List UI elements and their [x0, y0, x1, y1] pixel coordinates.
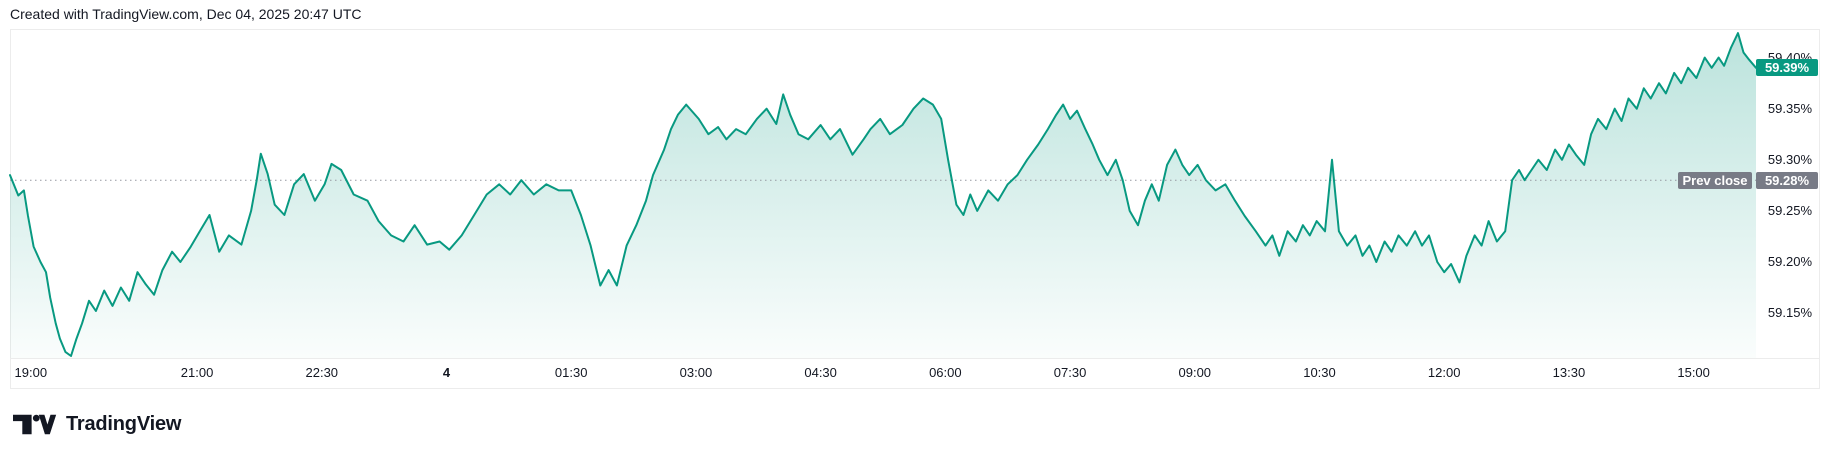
area-fill: [10, 33, 1756, 358]
price-tick-label: 59.15%: [1767, 305, 1812, 321]
time-tick-label: 10:30: [1303, 365, 1336, 380]
time-tick-label: 19:00: [14, 365, 48, 380]
time-tick-label: 4: [442, 365, 451, 380]
attribution-link[interactable]: Created with TradingView.com, Dec 04, 20…: [10, 6, 362, 22]
time-tick-label: 06:00: [929, 365, 962, 380]
price-line: [9, 32, 1757, 357]
price-tick-label: 59.35%: [1767, 100, 1812, 116]
price-tick-label: 59.25%: [1767, 202, 1812, 218]
prev-close-label-badge: Prev close: [1678, 171, 1752, 189]
tradingview-logo-icon: [13, 414, 57, 434]
time-tick-label: 01:30: [554, 365, 588, 380]
time-tick-label: 13:30: [1552, 365, 1586, 380]
last-price-badge: 59.39%: [1756, 59, 1818, 77]
time-axis-divider: [10, 358, 1820, 359]
prev-close-value-badge: 59.28%: [1756, 171, 1818, 189]
price-tick-label: 59.20%: [1767, 253, 1812, 269]
time-tick-label: 15:00: [1677, 365, 1710, 380]
time-tick-label: 03:00: [679, 365, 713, 380]
tradingview-wordmark: TradingView: [66, 413, 182, 435]
time-tick-label: 21:00: [180, 365, 214, 380]
price-tick-label: 59.30%: [1767, 151, 1812, 167]
time-tick-label: 04:30: [804, 365, 837, 380]
time-tick-label: 12:00: [1427, 365, 1461, 380]
time-tick-label: 22:30: [305, 365, 339, 380]
tradingview-logo[interactable]: TradingView: [13, 412, 181, 436]
time-tick-label: 07:30: [1053, 365, 1087, 380]
time-tick-label: 09:00: [1178, 365, 1212, 380]
